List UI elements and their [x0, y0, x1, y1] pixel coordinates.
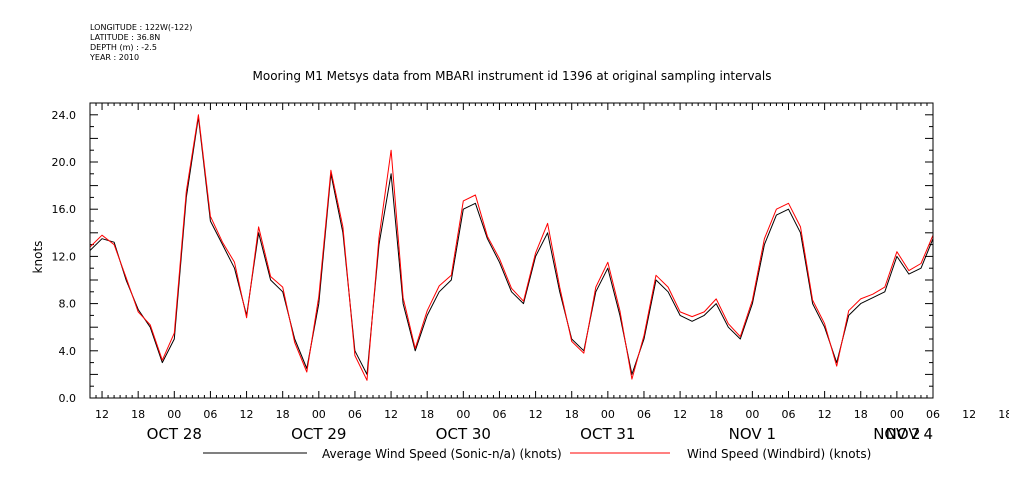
y-tick-label: 20.0	[52, 156, 77, 169]
x-hour-label: 12	[673, 408, 687, 421]
x-hour-label: 06	[492, 408, 506, 421]
x-day-label: OCT 30	[436, 425, 491, 443]
x-day-label: OCT 31	[580, 425, 635, 443]
x-hour-label: 12	[529, 408, 543, 421]
x-hour-label: 00	[601, 408, 615, 421]
x-hour-label: 12	[240, 408, 254, 421]
y-tick-label: 12.0	[52, 250, 77, 263]
header-latitude: LATITUDE : 36.8N	[90, 33, 160, 42]
x-hour-label: 18	[565, 408, 579, 421]
x-hour-label: 00	[312, 408, 326, 421]
x-hour-label: 06	[781, 408, 795, 421]
x-hour-label: 18	[854, 408, 868, 421]
y-tick-labels: 0.0 4.0 8.0 12.0 16.0 20.0 24.0	[52, 109, 77, 405]
y-tick-label: 16.0	[52, 203, 77, 216]
x-hour-label: 12	[818, 408, 832, 421]
y-tick-label: 24.0	[52, 109, 77, 122]
x-day-label: NOV 2	[873, 425, 920, 443]
legend: Average Wind Speed (Sonic-n/a) (knots) W…	[203, 447, 871, 461]
series-line-average	[89, 116, 934, 375]
x-hour-label: 18	[709, 408, 723, 421]
header-longitude: LONGITUDE : 122W(-122)	[90, 23, 192, 32]
y-tick-label: 4.0	[59, 345, 77, 358]
x-hour-label: 12	[384, 408, 398, 421]
y-axis-label: knots	[31, 241, 45, 274]
x-hour-label: 18	[131, 408, 145, 421]
chart-title: Mooring M1 Metsys data from MBARI instru…	[253, 69, 772, 83]
plot-series	[89, 114, 934, 381]
legend-label-windbird: Wind Speed (Windbird) (knots)	[687, 447, 871, 461]
y-tick-label: 8.0	[59, 298, 77, 311]
x-hour-label: 18	[998, 408, 1009, 421]
x-hour-label: 00	[456, 408, 470, 421]
header-depth: DEPTH (m) : -2.5	[90, 43, 157, 52]
x-hour-label: 12	[95, 408, 109, 421]
x-hour-label: 00	[890, 408, 904, 421]
x-hour-label: 18	[420, 408, 434, 421]
x-tick-labels: 12 18 00 06 12 18 00 06 12 18 00 06 12 18 00 06 12 18 00 06…	[95, 408, 1009, 443]
y-tick-label: 0.0	[59, 392, 77, 405]
x-day-label: OCT 28	[147, 425, 202, 443]
x-day-label: OCT 29	[291, 425, 346, 443]
x-hour-label: 06	[637, 408, 651, 421]
x-hour-label: 12	[962, 408, 976, 421]
x-hour-label: 00	[745, 408, 759, 421]
x-hour-label: 18	[276, 408, 290, 421]
header-year: YEAR : 2010	[89, 53, 139, 62]
x-hour-label: 06	[203, 408, 217, 421]
series-line-windbird	[89, 114, 934, 381]
x-hour-label: 06	[926, 408, 940, 421]
x-day-label: NOV 4	[886, 425, 933, 443]
x-hour-label: 06	[348, 408, 362, 421]
legend-label-average: Average Wind Speed (Sonic-n/a) (knots)	[322, 447, 562, 461]
x-hour-label: 00	[167, 408, 181, 421]
plot-frame	[89, 102, 934, 399]
header-info: LONGITUDE : 122W(-122) LATITUDE : 36.8N …	[89, 23, 192, 62]
x-day-label: NOV 1	[729, 425, 776, 443]
